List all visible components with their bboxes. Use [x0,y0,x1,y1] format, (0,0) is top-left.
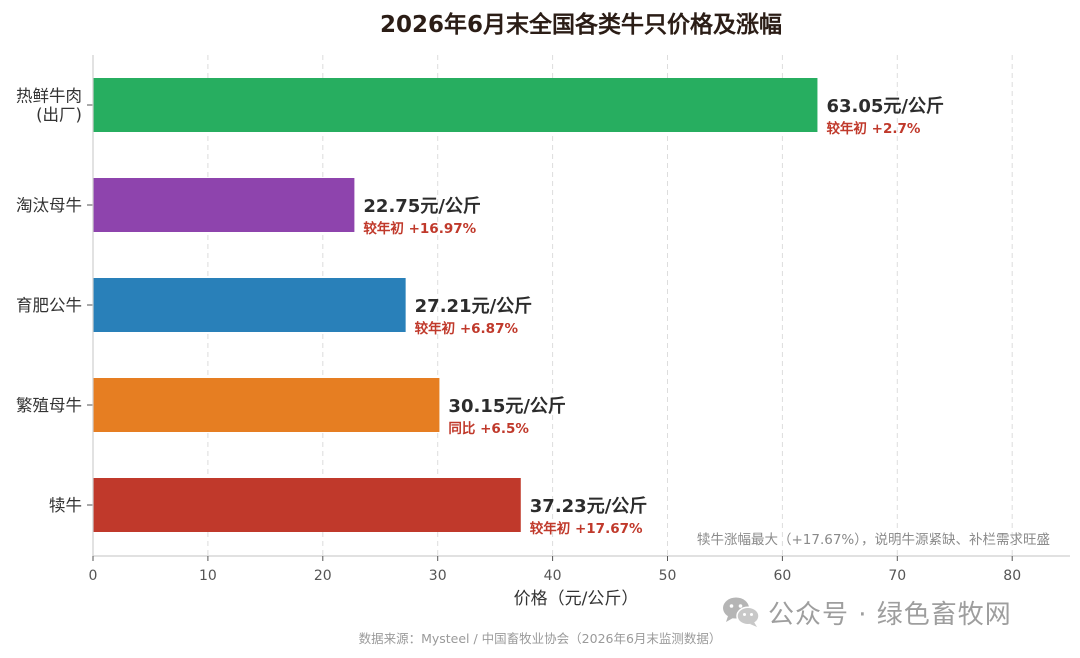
category-label: 淘汰母牛 [16,196,82,215]
x-tick-label: 10 [199,568,217,584]
bar [93,278,406,332]
bar-value-label: 22.75元/公斤 [363,196,481,217]
category-label: 犊牛 [49,496,82,515]
bar-change-label: 较年初 +2.7% [826,120,920,137]
x-tick-label: 0 [89,568,98,584]
x-tick-label: 80 [1003,568,1021,584]
bar-value-label: 30.15元/公斤 [448,396,566,417]
bar [93,378,440,432]
bar [93,478,521,532]
gridlines [207,55,1013,556]
category-label: 热鲜牛肉(出厂) [16,87,82,125]
bar-change-label: 较年初 +6.87% [415,320,519,337]
bar-value-label: 27.21元/公斤 [415,296,533,317]
annotation-note: 犊牛涨幅最大（+17.67%），说明牛源紧缺、补栏需求旺盛 [697,532,1050,548]
x-tick-label: 40 [544,568,562,584]
watermark-text: 公众号 · 绿色畜牧网 [768,599,1012,630]
bar [93,78,818,132]
bar-value-label: 63.05元/公斤 [826,96,944,117]
bar-change-label: 较年初 +17.67% [530,520,643,537]
x-tick-label: 60 [773,568,791,584]
x-tick-label: 30 [429,568,447,584]
x-tick-label: 70 [888,568,906,584]
category-label: 繁殖母牛 [16,396,82,415]
chart-title: 2026年6月末全国各类牛只价格及涨幅 [380,11,782,38]
bar [93,178,355,232]
wechat-icon [722,596,760,628]
bar-value-label: 37.23元/公斤 [530,496,648,517]
x-tick-label: 50 [659,568,677,584]
bar-change-label: 较年初 +16.97% [363,220,476,237]
bar-change-label: 同比 +6.5% [448,420,529,437]
x-tick-label: 20 [314,568,332,584]
watermark: 公众号 · 绿色畜牧网 [722,592,1012,632]
category-label: 育肥公牛 [16,296,82,315]
source-note: 数据来源：Mysteel / 中国畜牧业协会（2026年6月末监测数据） [359,631,722,646]
x-axis-label: 价格（元/公斤） [514,589,639,609]
